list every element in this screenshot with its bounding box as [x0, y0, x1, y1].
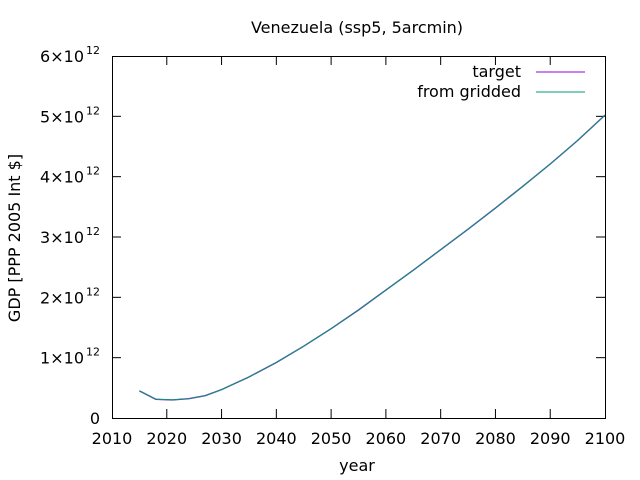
x-tick-label: 2100 [585, 429, 626, 448]
y-tick-label: 1×10 12 [40, 346, 100, 368]
x-tick-label: 2060 [366, 429, 407, 448]
x-tick-label: 2090 [530, 429, 571, 448]
x-tick-label: 2020 [146, 429, 187, 448]
legend-label: from gridded [417, 82, 521, 101]
y-tick-exponent: 12 [86, 346, 100, 359]
y-tick-mantissa: 2×10 [40, 288, 84, 307]
x-axis-ticks: 2010 2020 2030 2040 2050 2060 2070 2080 2090 2100 [92, 56, 626, 448]
y-axis-ticks: 01×10 122×10 123×10 124×10 125×10 126×10 12 [40, 44, 605, 428]
y-tick-mantissa: 1×10 [40, 349, 84, 368]
y-tick-label: 3×10 12 [40, 225, 100, 247]
y-tick-mantissa: 4×10 [40, 168, 84, 187]
x-tick-label: 2070 [420, 429, 461, 448]
x-tick-label: 2010 [92, 429, 133, 448]
y-axis-label: GDP [PPP 2005 Int $] [5, 154, 24, 322]
plot-frame [112, 56, 606, 419]
y-tick-exponent: 12 [86, 104, 100, 117]
y-tick-exponent: 12 [86, 285, 100, 298]
y-tick-label: 4×10 12 [40, 165, 100, 187]
chart-title: Venezuela (ssp5, 5arcmin) [251, 18, 463, 37]
legend-label: target [472, 62, 521, 81]
x-axis-label: year [339, 456, 375, 475]
y-tick-mantissa: 6×10 [40, 47, 84, 66]
series-layer [139, 114, 606, 401]
x-tick-label: 2080 [475, 429, 516, 448]
x-tick-label: 2030 [201, 429, 242, 448]
y-tick-label: 0 [90, 409, 100, 428]
series-line-from-gridded [139, 114, 606, 401]
y-tick-mantissa: 5×10 [40, 107, 84, 126]
y-tick-mantissa: 0 [90, 409, 100, 428]
x-tick-label: 2040 [256, 429, 297, 448]
y-tick-label: 5×10 12 [40, 104, 100, 126]
y-tick-label: 6×10 12 [40, 44, 100, 66]
y-tick-mantissa: 3×10 [40, 228, 84, 247]
series-line-target [139, 114, 606, 401]
y-tick-exponent: 12 [86, 165, 100, 178]
y-tick-label: 2×10 12 [40, 285, 100, 307]
y-tick-exponent: 12 [86, 225, 100, 238]
x-tick-label: 2050 [311, 429, 352, 448]
y-tick-exponent: 12 [86, 44, 100, 57]
